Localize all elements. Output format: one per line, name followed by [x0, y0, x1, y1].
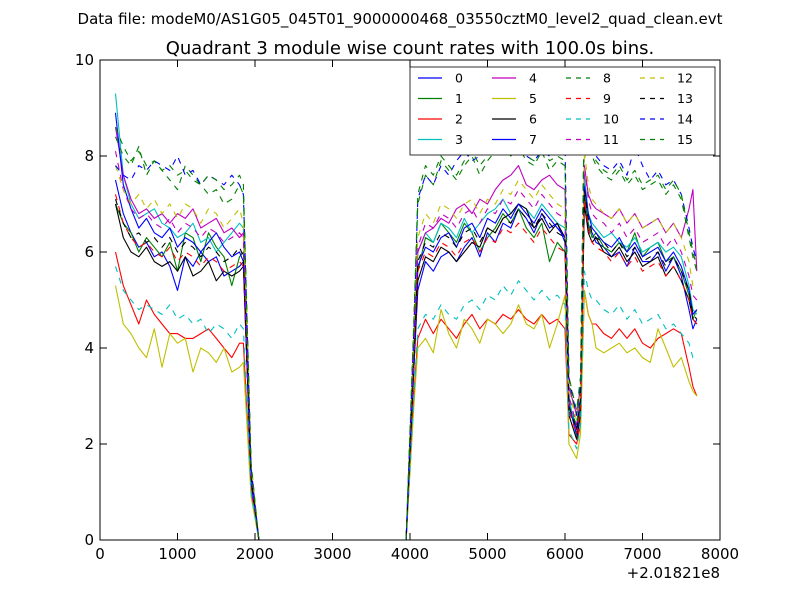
y-tick-label: 8 [84, 147, 94, 165]
legend-label-4: 4 [529, 71, 537, 86]
legend-label-13: 13 [677, 91, 693, 106]
figure-suptitle: Data file: modeM0/AS1G05_045T01_90000004… [78, 10, 723, 29]
series-line-12 [114, 150, 698, 540]
legend-label-5: 5 [529, 91, 537, 106]
y-tick-label: 6 [84, 243, 94, 261]
x-tick-label: 4000 [391, 545, 429, 563]
plot-area: 0 1000 2000 3000 4000 5000 6000 7000 8000 0 2 4 6 8 1… [75, 51, 739, 563]
legend-label-10: 10 [603, 112, 619, 127]
series-line-7 [114, 112, 698, 540]
x-tick-label: 7000 [623, 545, 661, 563]
legend-label-2: 2 [455, 112, 463, 127]
y-tick-label: 2 [84, 435, 94, 453]
legend-label-0: 0 [455, 71, 463, 86]
y-tick-label: 0 [84, 531, 94, 549]
series-line-5 [114, 285, 698, 540]
x-tick-label: 1000 [158, 545, 196, 563]
legend-label-12: 12 [677, 71, 693, 86]
legend-label-8: 8 [603, 71, 611, 86]
x-tick-label: 2000 [236, 545, 274, 563]
legend-label-14: 14 [677, 112, 693, 127]
legend-label-3: 3 [455, 132, 463, 147]
legend-label-6: 6 [529, 112, 537, 127]
series-line-2 [114, 251, 698, 540]
series-line-8 [114, 102, 698, 540]
x-axis-ticks: 0 1000 2000 3000 4000 5000 6000 7000 8000 [95, 60, 739, 563]
series-line-1 [114, 193, 698, 540]
legend-label-7: 7 [529, 132, 537, 147]
series-line-11 [114, 151, 698, 540]
x-offset-label: +2.01821e8 [627, 564, 720, 582]
legend-box [409, 66, 716, 156]
y-tick-label: 10 [75, 51, 94, 69]
legend-label-11: 11 [603, 132, 619, 147]
legend-label-9: 9 [603, 91, 611, 106]
legend-label-15: 15 [677, 132, 693, 147]
series-layer [114, 93, 698, 540]
series-line-14 [115, 107, 698, 540]
series-line-6 [114, 203, 698, 540]
x-tick-label: 3000 [313, 545, 351, 563]
x-tick-label: 5000 [468, 545, 506, 563]
x-tick-label: 0 [95, 545, 105, 563]
legend-label-1: 1 [455, 91, 463, 106]
series-line-9 [114, 194, 698, 540]
series-line-13 [114, 189, 698, 540]
x-tick-label: 6000 [546, 545, 584, 563]
x-tick-label: 8000 [701, 545, 739, 563]
chart-title: Quadrant 3 module wise count rates with … [166, 38, 655, 59]
series-line-10 [114, 266, 697, 540]
y-tick-label: 4 [84, 339, 94, 357]
